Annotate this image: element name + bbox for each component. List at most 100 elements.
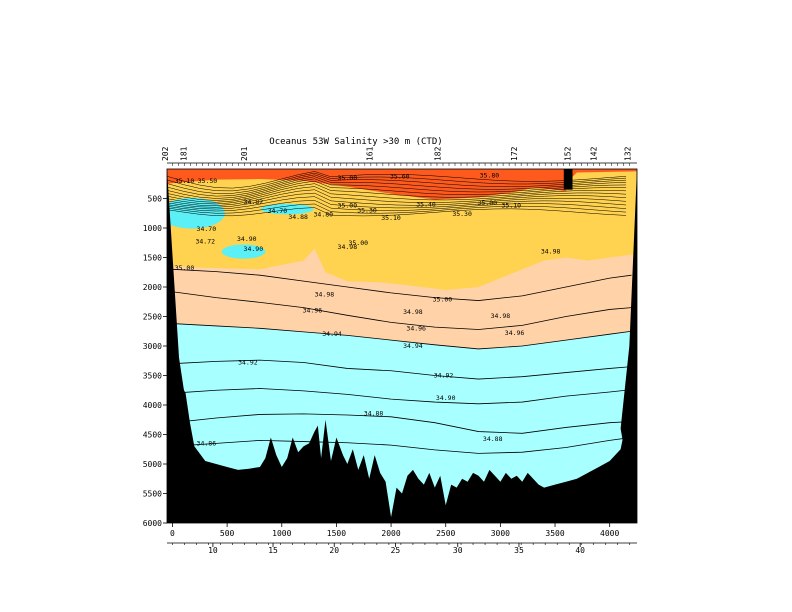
contour-label: 35.10: [175, 177, 195, 185]
y-tick-label: 3000: [143, 342, 162, 351]
contour-label: 35.00: [175, 264, 195, 272]
contour-label: 34.92: [238, 359, 258, 367]
contour-label: 35.00: [433, 295, 453, 303]
station-tick-label: 20: [329, 546, 339, 555]
station-tick-label-top: 132: [623, 146, 632, 161]
fresh-lens-1: [221, 244, 266, 259]
y-tick-label: 1000: [143, 224, 162, 233]
upper-contour-cluster: [167, 171, 627, 217]
upper-contour-line: [167, 180, 627, 201]
chart-title: Oceanus 53W Salinity >30 m (CTD): [269, 137, 442, 147]
station-tick-label-top: 142: [590, 146, 599, 161]
contour-label: 35.00: [338, 202, 358, 210]
upper-contour-line: [167, 176, 627, 197]
contour-label: 34.72: [195, 238, 215, 246]
y-tick-label: 6000: [143, 519, 162, 528]
contour-label: 35.80: [480, 171, 500, 179]
x-tick-label: 1500: [327, 529, 346, 538]
upper-contour-line: [167, 196, 627, 210]
contour-line-34.94: [172, 323, 632, 350]
x-tick-label: 3000: [491, 529, 510, 538]
contour-label: 34.88: [364, 409, 384, 417]
contour-label: 34.80: [314, 210, 334, 218]
seafloor: [167, 375, 637, 523]
station-tick-label-top: 161: [365, 146, 374, 161]
contour-label: 34.98: [315, 291, 335, 299]
y-tick-label: 3500: [143, 372, 162, 381]
shelf-column: [563, 169, 573, 190]
contour-label: 34.92: [622, 419, 642, 427]
fresh-intrusion-central: [261, 203, 314, 215]
station-tick-label-top: 152: [563, 146, 572, 161]
station-tick-label: 10: [208, 546, 218, 555]
contour-label: 34.86: [197, 439, 217, 447]
contour-label: 34.98: [491, 312, 511, 320]
contour-label: 35.10: [381, 214, 401, 222]
upper-contour-line: [167, 186, 627, 205]
contour-label: 34.94: [322, 330, 342, 338]
contour-label: 34.96: [303, 307, 323, 315]
station-tick-label: 30: [453, 546, 463, 555]
contour-label: 34.92: [434, 372, 454, 380]
contour-line-34.90: [172, 388, 632, 405]
station-tick-label: 15: [268, 546, 278, 555]
contour-label: 35.00: [348, 239, 368, 247]
contour-label: 35.00: [477, 199, 497, 207]
contour-label: 35.10: [502, 202, 522, 210]
contour-label: 34.70: [268, 207, 288, 215]
upper-contour-line: [167, 192, 627, 208]
x-tick-label: 500: [220, 529, 235, 538]
station-tick-label-top: 201: [240, 146, 249, 161]
station-tick-label: 35: [514, 546, 524, 555]
station-tick-label: 40: [575, 546, 585, 555]
y-tick-label: 5000: [143, 460, 162, 469]
upper-contour-line: [167, 189, 627, 206]
upper-contour-line: [167, 174, 627, 194]
axes-layer: 5001000150020002500300035004000450050005…: [143, 146, 638, 555]
station-tick-label-top: 181: [180, 146, 189, 161]
contour-label: 34.88: [288, 213, 308, 221]
contour-line-34.98: [172, 268, 632, 301]
y-tick-label: 4500: [143, 431, 162, 440]
y-tick-label: 1500: [143, 254, 162, 263]
x-tick-label: 2000: [381, 529, 400, 538]
contour-line-34.86: [172, 437, 632, 454]
contour-label: 34.98: [403, 308, 423, 316]
station-tick-label: 25: [391, 546, 401, 555]
x-tick-label: 2500: [436, 529, 455, 538]
contour-label: 34.98: [338, 243, 358, 251]
x-tick-label: 0: [170, 529, 175, 538]
contour-line-34.96: [172, 291, 632, 330]
contour-label: 34.94: [403, 342, 423, 350]
contour-label: 34.70: [197, 225, 217, 233]
contour-label: 34.96: [406, 324, 426, 332]
y-tick-label: 4000: [143, 401, 162, 410]
contour-lines-layer: [167, 171, 632, 454]
contour-label: 34.90: [237, 235, 257, 243]
x-tick-label: 3500: [545, 529, 564, 538]
upper-contour-line: [167, 203, 627, 214]
y-tick-label: 2500: [143, 313, 162, 322]
seafloor-west-wall: [167, 169, 189, 523]
y-tick-label: 2000: [143, 283, 162, 292]
contour-label: 35.50: [198, 177, 218, 185]
contour-line-34.92: [172, 359, 632, 380]
contour-label: 34.96: [505, 329, 525, 337]
upper-contour-line: [167, 172, 627, 192]
contour-label: 34.88: [483, 435, 503, 443]
x-tick-label: 4000: [600, 529, 619, 538]
contour-label: 34.82: [244, 198, 264, 206]
upper-contour-line: [167, 178, 627, 199]
x-tick-label: 1000: [272, 529, 291, 538]
contour-label: 35.40: [416, 200, 436, 208]
contour-label: 34.90: [436, 394, 456, 402]
upper-contour-line: [167, 183, 627, 203]
contour-label: 35.30: [357, 206, 377, 214]
contour-label: 35.30: [452, 210, 472, 218]
contour-line-34.88: [172, 413, 632, 434]
upper-contour-line: [167, 171, 627, 189]
bathymetry-layer: [167, 169, 637, 523]
contour-label: 35.00: [338, 174, 358, 182]
